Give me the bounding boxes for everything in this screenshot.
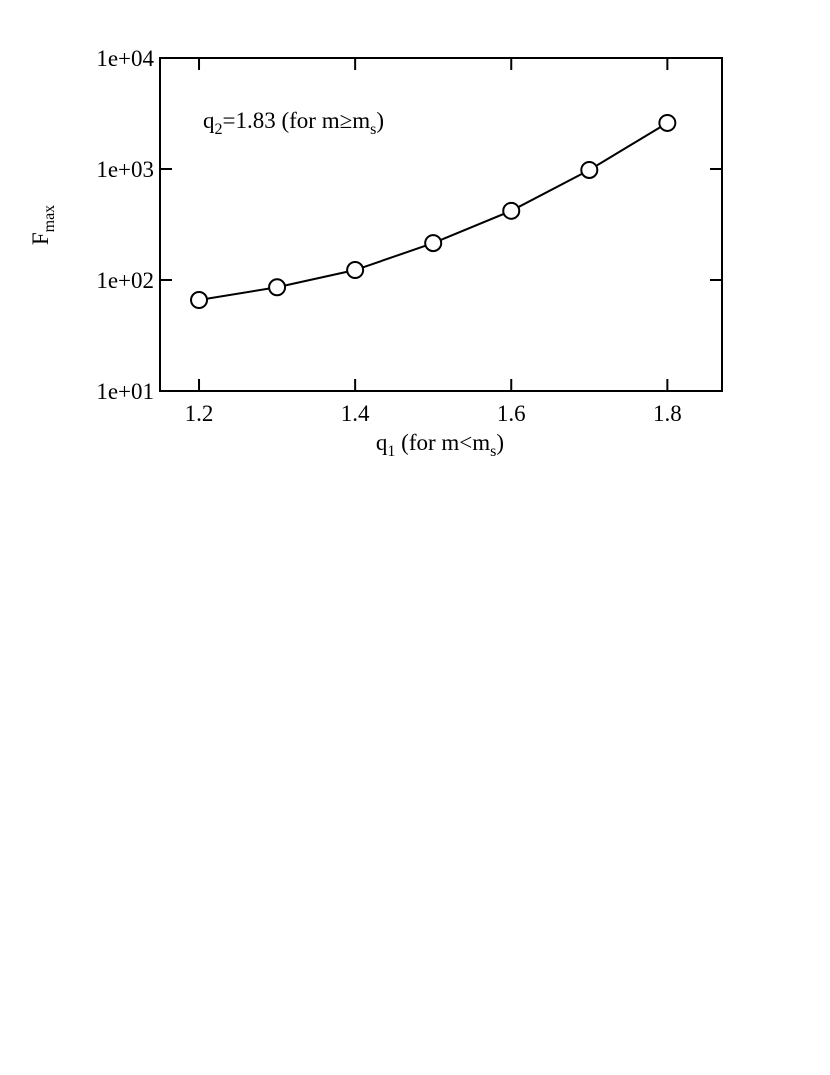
y-axis-label: Fmax: [28, 205, 58, 245]
marker: [424, 234, 443, 253]
annotation-part: ): [376, 108, 384, 133]
annotation-sub: s: [370, 121, 376, 138]
y-tick-label: 1e+02: [96, 268, 154, 293]
y-label-sub: max: [41, 205, 58, 233]
y-tick-label: 1e+01: [96, 379, 154, 404]
x-tick-label: 1.6: [497, 401, 526, 426]
line: [198, 122, 668, 302]
marker: [190, 291, 209, 310]
y-tick-label: 1e+03: [96, 157, 154, 182]
plot-frame: [159, 57, 723, 392]
x-axis-label: q1 (for m<ms): [376, 430, 504, 460]
marker: [268, 278, 287, 297]
marker: [580, 160, 599, 179]
annotation-part: =1.83 (for m≥m: [223, 108, 371, 133]
x-label-sub: 1: [387, 443, 395, 460]
x-label-part: (for m<m: [395, 430, 490, 455]
x-label-part: q: [376, 430, 388, 455]
annotation: q2=1.83 (for m≥ms): [203, 108, 384, 138]
y-label-part: F: [28, 232, 53, 245]
marker: [658, 113, 677, 132]
y-tick-label: 1e+04: [96, 46, 154, 71]
x-label-part: ): [496, 430, 504, 455]
annotation-sub: 2: [215, 121, 223, 138]
x-tick-label: 1.2: [185, 401, 214, 426]
x-label-sub: s: [490, 443, 496, 460]
marker: [346, 261, 365, 280]
x-tick-label: 1.8: [653, 401, 682, 426]
marker: [502, 201, 521, 220]
annotation-part: q: [203, 108, 215, 133]
x-tick-label: 1.4: [341, 401, 370, 426]
